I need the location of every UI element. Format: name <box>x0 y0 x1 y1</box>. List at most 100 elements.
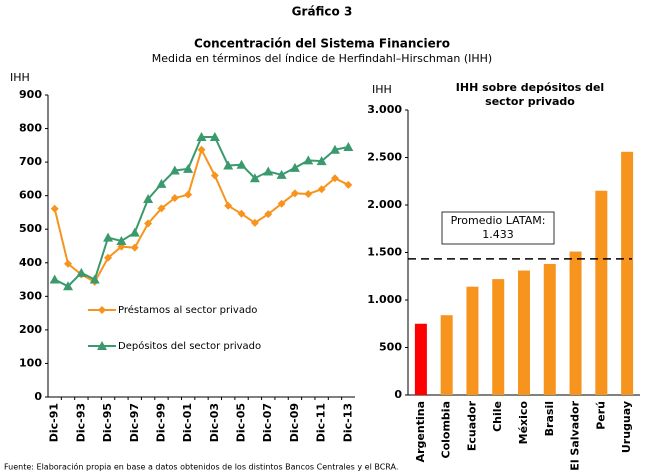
y-tick-label: 0 <box>394 388 402 401</box>
marker <box>210 171 219 180</box>
x-tick-label: Dic-09 <box>288 403 301 442</box>
x-tick-label: Brasil <box>543 401 556 436</box>
y-tick-label: 900 <box>19 88 42 101</box>
y-tick-label: 200 <box>19 323 42 336</box>
marker <box>116 235 127 245</box>
y-tick-label: 700 <box>19 155 42 168</box>
x-tick-label: Dic-07 <box>261 403 274 442</box>
marker <box>236 159 247 169</box>
bar <box>492 279 505 395</box>
legend-marker <box>98 306 106 314</box>
marker <box>290 189 299 198</box>
y-tick-label: 400 <box>19 256 42 269</box>
x-tick-label: Dic-97 <box>128 403 141 442</box>
y-tick-label: 300 <box>19 289 42 302</box>
bar <box>466 286 479 395</box>
marker <box>209 131 220 141</box>
legend-label: Depósitos del sector privado <box>118 340 261 352</box>
marker <box>104 253 113 262</box>
marker <box>156 178 167 188</box>
x-tick-label: Dic-03 <box>208 403 221 442</box>
marker <box>263 166 274 176</box>
marker <box>250 218 259 227</box>
x-tick-label: Dic-93 <box>74 403 87 442</box>
marker <box>157 204 166 213</box>
marker <box>170 194 179 203</box>
y-tick-label: 600 <box>19 189 42 202</box>
marker <box>344 180 353 189</box>
marker <box>63 281 74 291</box>
marker <box>276 169 287 179</box>
marker <box>49 274 60 284</box>
bar <box>518 270 530 395</box>
y-tick-label: 500 <box>19 222 42 235</box>
marker <box>144 219 153 228</box>
marker <box>289 162 300 172</box>
marker <box>343 142 354 152</box>
series-line <box>54 135 349 288</box>
x-tick-label: Uruguay <box>620 401 633 453</box>
x-tick-label: Argentina <box>414 401 427 462</box>
annotation: Promedio LATAM: <box>451 214 546 227</box>
y-tick-label: 1.500 <box>367 246 402 259</box>
bar <box>440 315 453 395</box>
marker <box>330 174 339 183</box>
marker <box>50 204 59 213</box>
marker <box>129 227 140 237</box>
x-tick-label: El Salvador <box>569 400 582 470</box>
bar <box>569 251 582 395</box>
marker <box>249 173 260 183</box>
x-tick-label: Colombia <box>440 401 453 459</box>
x-tick-label: Dic-05 <box>235 403 248 442</box>
marker <box>237 209 246 218</box>
marker <box>169 165 180 175</box>
marker <box>224 201 233 210</box>
figure-title: Concentración del Sistema Financiero <box>194 37 450 51</box>
y-tick-label: 2.000 <box>367 198 402 211</box>
bar <box>414 323 427 395</box>
x-tick-label: Dic-01 <box>181 403 194 442</box>
marker <box>130 243 139 252</box>
marker <box>304 189 313 198</box>
source: Fuente: Elaboración propia en base a dat… <box>4 462 398 472</box>
y-tick-label: 500 <box>379 341 402 354</box>
series-line <box>53 147 349 284</box>
y-tick-label: 100 <box>19 356 42 369</box>
marker <box>103 232 114 242</box>
y-tick-label: 0 <box>34 390 42 403</box>
marker <box>264 210 273 219</box>
marker <box>303 155 314 165</box>
bar <box>621 151 634 395</box>
y-axis-label: IHH <box>10 71 30 84</box>
annotation-box <box>441 211 555 245</box>
marker <box>277 199 286 208</box>
marker <box>183 163 194 173</box>
figure-number: Gráfico 3 <box>292 5 353 19</box>
legend-marker <box>97 341 107 350</box>
x-tick-label: Dic-99 <box>154 403 167 442</box>
x-tick-label: Chile <box>491 401 504 432</box>
legend-label: Préstamos al sector privado <box>118 304 257 316</box>
chart-title: IHH sobre depósitos del sector privado <box>456 81 604 108</box>
x-tick-label: Dic-91 <box>48 403 61 442</box>
y-axis-label: IHH <box>372 83 392 96</box>
x-tick-label: Perú <box>594 401 607 430</box>
x-tick-label: Dic-11 <box>315 403 328 442</box>
x-tick-label: México <box>517 401 530 445</box>
marker <box>223 160 234 170</box>
marker <box>143 194 154 204</box>
y-tick-label: 2.500 <box>367 151 402 164</box>
marker <box>89 274 100 284</box>
marker <box>329 144 340 154</box>
marker <box>64 259 73 268</box>
y-tick-label: 800 <box>19 122 42 135</box>
x-tick-label: Ecuador <box>465 400 478 451</box>
x-tick-label: Dic-95 <box>101 403 114 442</box>
annotation-value: 1.433 <box>482 228 514 241</box>
bar <box>595 190 608 395</box>
figure-subtitle: Medida en términos del índice de Herfind… <box>152 52 492 65</box>
marker <box>76 267 87 277</box>
marker <box>196 131 207 141</box>
x-tick-label: Dic-13 <box>341 403 354 442</box>
